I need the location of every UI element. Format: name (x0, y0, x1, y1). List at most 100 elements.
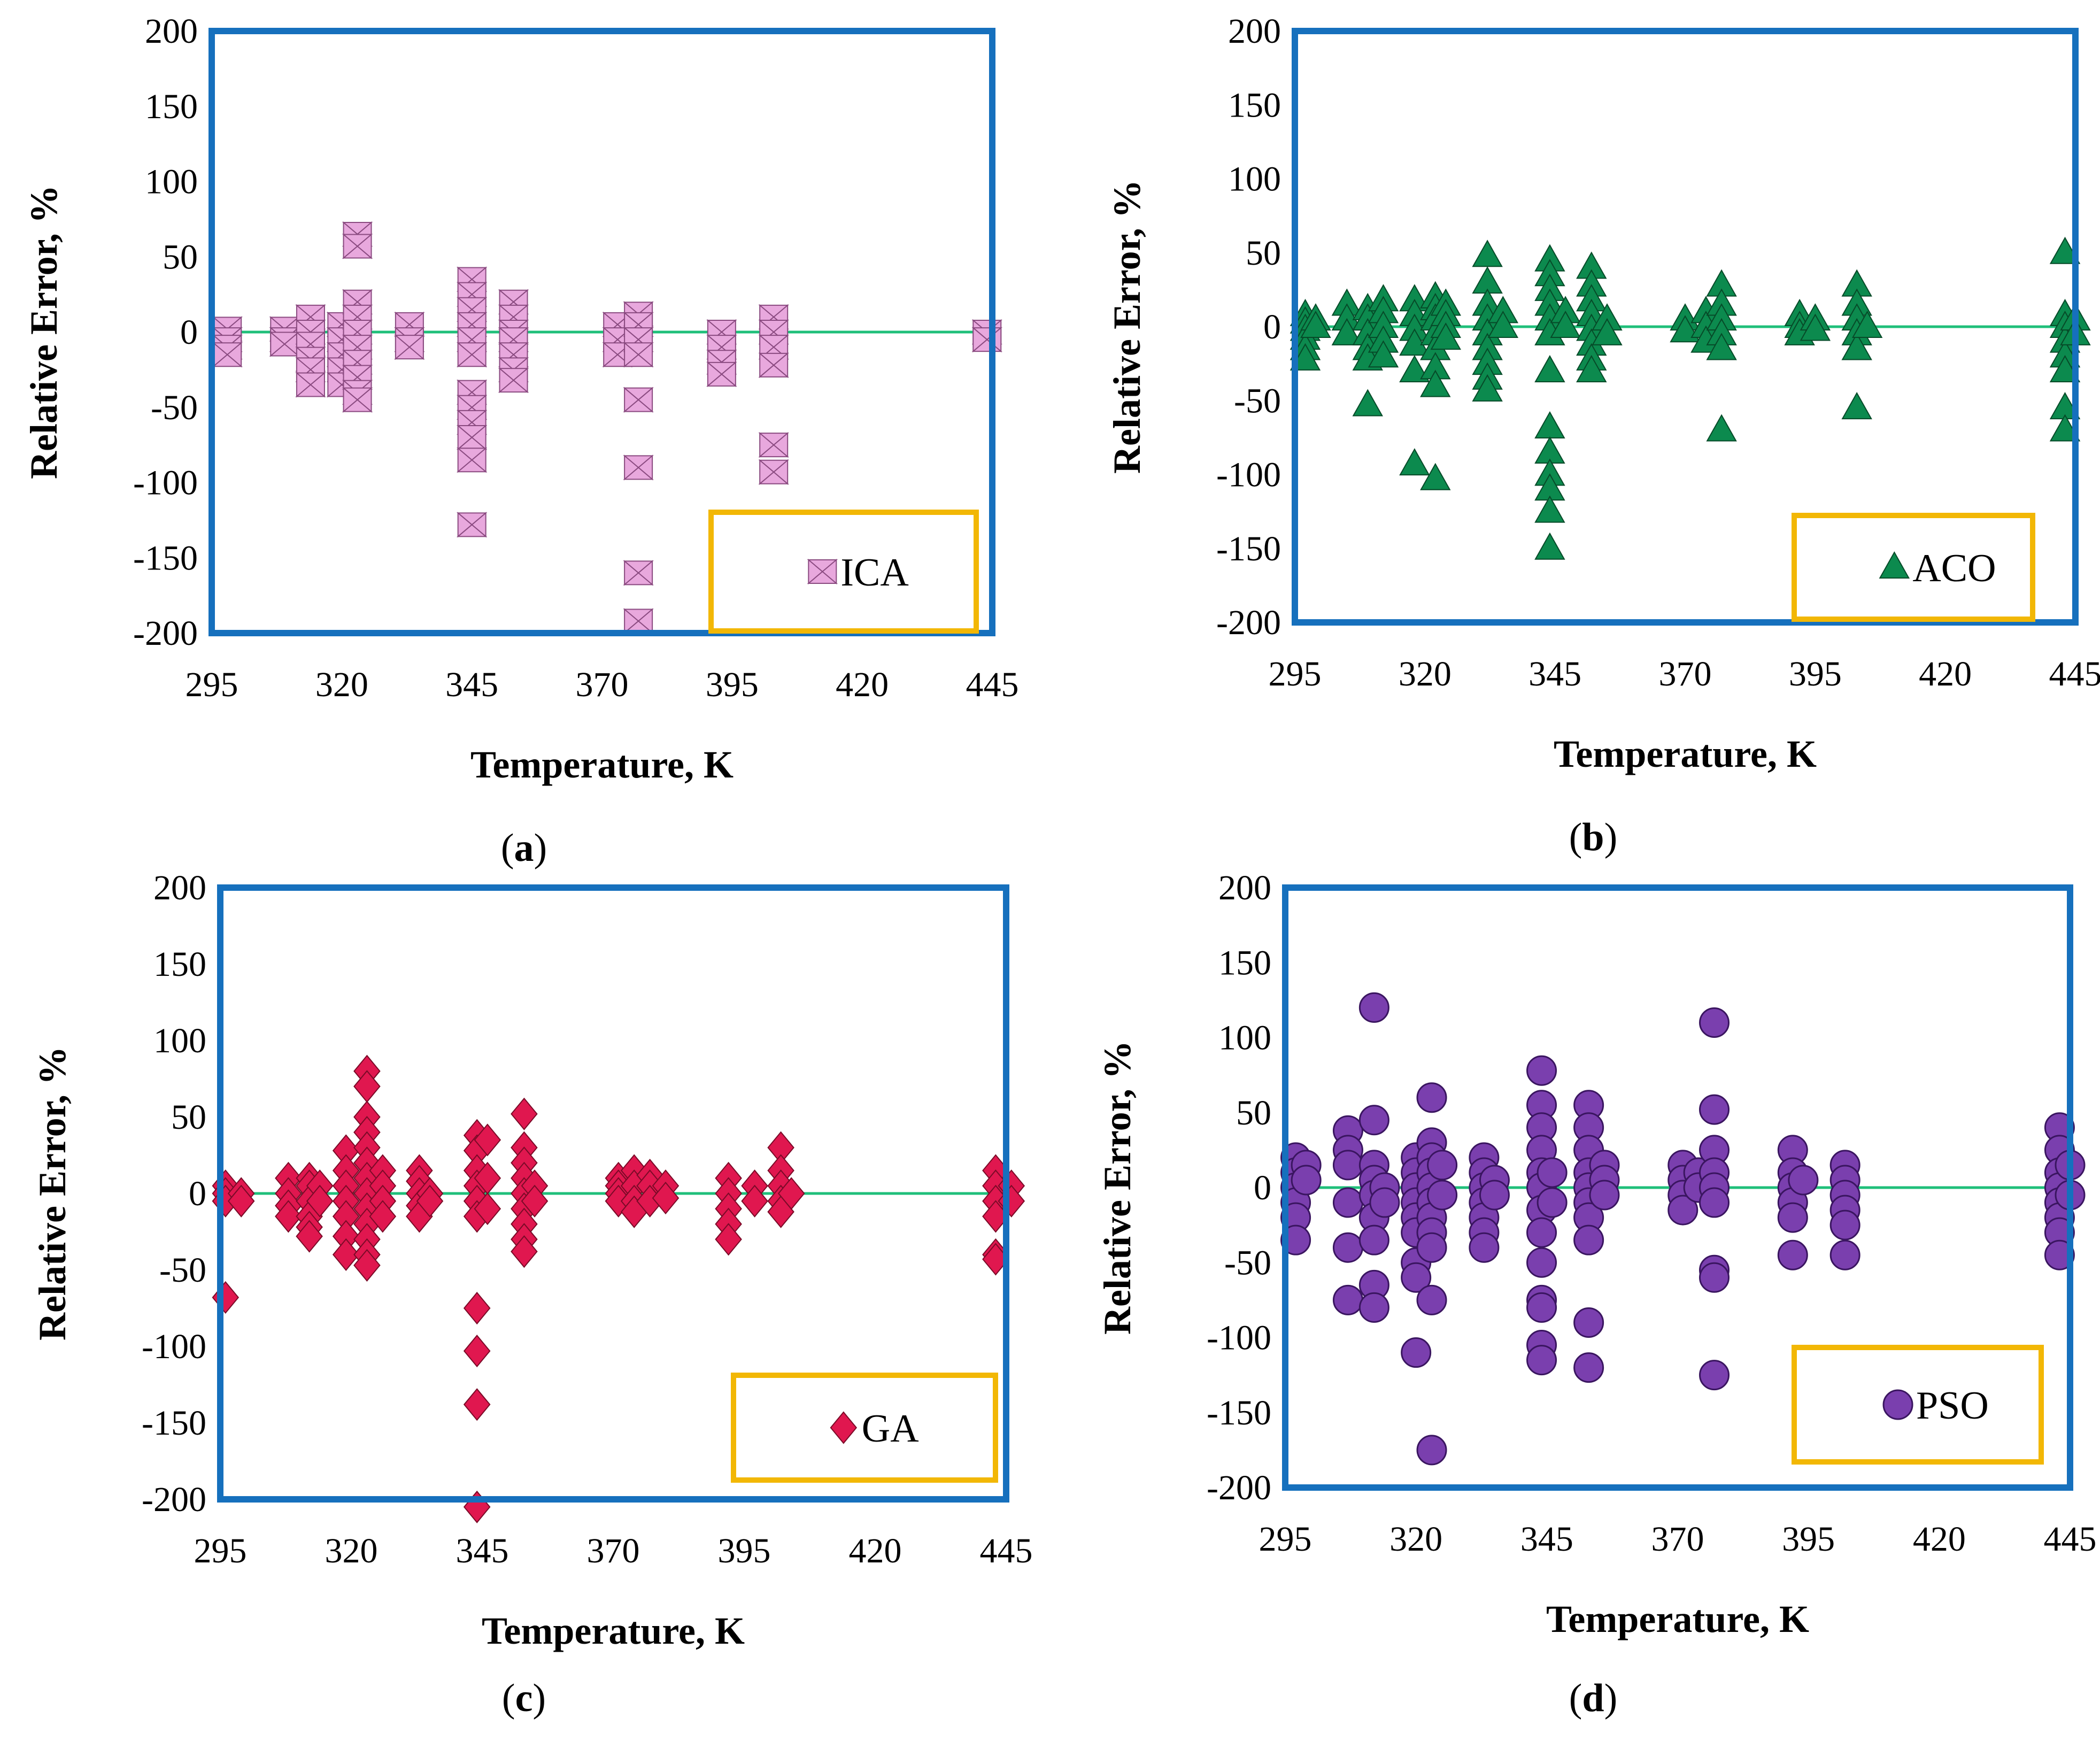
panel-label: (a) (501, 826, 547, 870)
x-tick-label: 295 (1269, 654, 1322, 694)
data-point (1369, 1187, 1400, 1218)
x-axis-label: Temperature, K (482, 1609, 745, 1652)
x-axis-label: Temperature, K (1546, 1598, 1809, 1640)
x-tick-label: 370 (576, 665, 629, 704)
data-point (474, 1192, 501, 1226)
data-point (463, 1291, 491, 1325)
legend-box (1792, 1345, 2044, 1465)
plot-frame (217, 884, 1009, 1503)
panel-c: 200 150 100 50 0 -50 -100 -150 -200 295 320 345 370 3… (31, 868, 1033, 1720)
data-point (1487, 310, 1519, 338)
data-point (1851, 310, 1883, 338)
y-tick-label: -200 (1207, 1468, 1271, 1507)
x-tick-label: 320 (325, 1531, 378, 1570)
data-point (353, 1249, 381, 1282)
data-point (1573, 1352, 1604, 1383)
series-ICA (212, 221, 1002, 634)
data-point (1430, 322, 1461, 350)
data-point (758, 432, 789, 458)
x-tick-label: 320 (315, 665, 368, 704)
data-point (1699, 1094, 1730, 1125)
data-point (511, 1235, 538, 1268)
x-tick-label: 395 (706, 665, 759, 704)
legend-label: ACO (1912, 546, 1996, 590)
y-tick-label: 100 (1228, 160, 1281, 199)
y-tick-label: -150 (142, 1404, 206, 1443)
legend-box (731, 1373, 998, 1483)
x-tick-label: 395 (1789, 654, 1842, 694)
data-point (1699, 1360, 1730, 1391)
y-axis-label: Relative Error, % (22, 185, 65, 479)
x-tick-label: 345 (1528, 654, 1581, 694)
legend-label: GA (862, 1407, 919, 1451)
y-tick-label: 150 (145, 87, 198, 126)
data-point (295, 372, 326, 398)
data-point (1841, 392, 1872, 420)
data-point (342, 387, 373, 413)
data-point (1576, 355, 1607, 382)
y-tick-label: -100 (1207, 1319, 1271, 1358)
x-tick-label: 320 (1399, 654, 1452, 694)
x-tick-label: 445 (966, 665, 1019, 704)
data-point (652, 1182, 680, 1215)
y-tick-label: 50 (163, 237, 198, 276)
x-tick-label: 370 (587, 1531, 640, 1570)
x-tick-label: 370 (1651, 1520, 1704, 1559)
data-point (1332, 1232, 1363, 1263)
y-tick-label: -100 (142, 1327, 206, 1366)
x-tick-label: 445 (2049, 654, 2100, 694)
data-point (212, 1281, 240, 1314)
data-point (1291, 1165, 1322, 1196)
legend-marker (807, 558, 838, 585)
y-tick-label: 150 (1218, 943, 1271, 982)
data-point (623, 560, 654, 586)
x-tick-label: 345 (445, 665, 498, 704)
data-point (1427, 1150, 1458, 1181)
legend: GA (731, 1373, 998, 1483)
y-tick-label: 0 (1263, 307, 1281, 346)
data-point (623, 387, 654, 413)
plot-frame (1282, 884, 2073, 1491)
data-point (623, 454, 654, 481)
x-axis-label: Temperature, K (470, 743, 734, 786)
x-axis-label: Temperature, K (1554, 733, 1817, 775)
y-tick-label: -150 (1207, 1393, 1271, 1432)
legend-marker (830, 1411, 858, 1444)
legend-box (1792, 513, 2035, 622)
data-point (296, 1220, 323, 1253)
data-point (1416, 1435, 1447, 1466)
y-tick-label: -50 (159, 1251, 206, 1290)
y-tick-label: -100 (133, 464, 198, 503)
x-tick-label: 345 (1520, 1520, 1573, 1559)
data-point (394, 334, 425, 360)
data-point (1479, 1180, 1510, 1211)
data-point (511, 1097, 538, 1130)
data-point (369, 1200, 397, 1233)
legend: PSO (1792, 1345, 2044, 1465)
data-point (1537, 1157, 1568, 1188)
data-point (1416, 1284, 1447, 1315)
data-point (1777, 1202, 1808, 1233)
y-tick-label: 100 (153, 1021, 206, 1060)
y-axis-label: Relative Error, % (1096, 1041, 1139, 1335)
data-point (456, 512, 488, 538)
data-point (1300, 310, 1331, 338)
data-point (1534, 532, 1565, 560)
data-point (416, 1184, 444, 1218)
data-point (1399, 355, 1430, 382)
y-tick-label: 200 (153, 868, 206, 907)
data-point (758, 459, 789, 485)
data-point (1526, 1217, 1557, 1248)
data-point (1358, 1224, 1389, 1255)
y-tick-label: 100 (145, 163, 198, 202)
x-tick-label: 320 (1389, 1520, 1442, 1559)
x-tick-label: 420 (836, 665, 889, 704)
data-point (1472, 240, 1503, 267)
data-point (1472, 374, 1503, 402)
x-tick-label: 420 (849, 1531, 902, 1570)
data-point (623, 342, 654, 368)
data-point (1526, 1292, 1557, 1323)
x-tick-label: 420 (1913, 1520, 1966, 1559)
x-tick-label: 345 (456, 1531, 509, 1570)
panel-label: (d) (1569, 1676, 1617, 1720)
